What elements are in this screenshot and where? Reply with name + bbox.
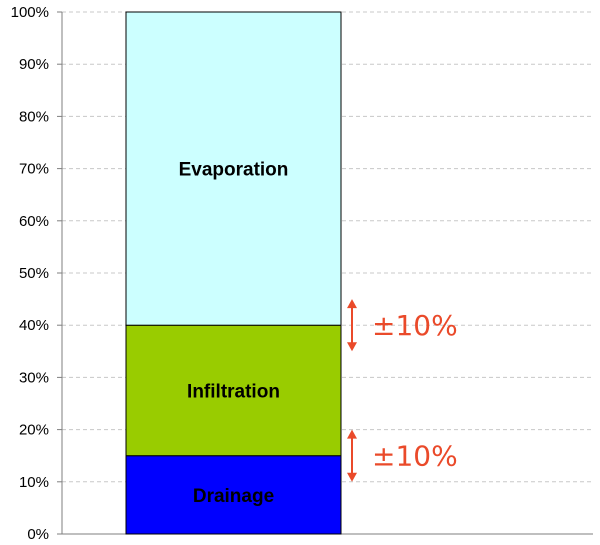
grid-lines	[62, 11, 593, 483]
arrow-up-icon	[347, 299, 357, 309]
y-tick-label: 70%	[19, 161, 49, 178]
segment-label-evaporation: Evaporation	[179, 160, 289, 181]
y-tick-label: 100%	[11, 4, 49, 21]
bar-segment-infiltration	[125, 324, 342, 457]
uncertainty-annotation: ±10%	[347, 299, 458, 352]
uncertainty-annotation: ±10%	[347, 429, 458, 482]
bar-segment-drainage	[125, 455, 342, 535]
y-axis: 0% 10% 20% 30% 40% 50% 60% 70% 80% 90% 100%	[11, 4, 593, 543]
annotation-label: ±10%	[372, 440, 458, 473]
y-tick-label: 10%	[19, 474, 49, 491]
arrow-down-icon	[347, 472, 357, 482]
y-tick-label: 40%	[19, 317, 49, 334]
segment-label-drainage: Drainage	[193, 486, 274, 507]
y-tick-label: 50%	[19, 265, 49, 282]
segment-label-infiltration: Infiltration	[187, 381, 280, 402]
bar-stack	[125, 11, 342, 535]
segment-labels: Drainage Infiltration Evaporation	[179, 160, 289, 507]
y-tick-label: 80%	[19, 108, 49, 125]
arrow-up-icon	[347, 429, 357, 439]
y-tick-label: 60%	[19, 213, 49, 230]
annotations: ±10% ±10%	[347, 299, 458, 482]
y-tick-label: 30%	[19, 369, 49, 386]
bar-segment-evaporation	[125, 11, 342, 326]
arrow-down-icon	[347, 342, 357, 352]
y-tick-label: 20%	[19, 422, 49, 439]
annotation-label: ±10%	[372, 309, 458, 342]
y-tick-label: 0%	[27, 526, 49, 543]
y-tick-label: 90%	[19, 56, 49, 73]
